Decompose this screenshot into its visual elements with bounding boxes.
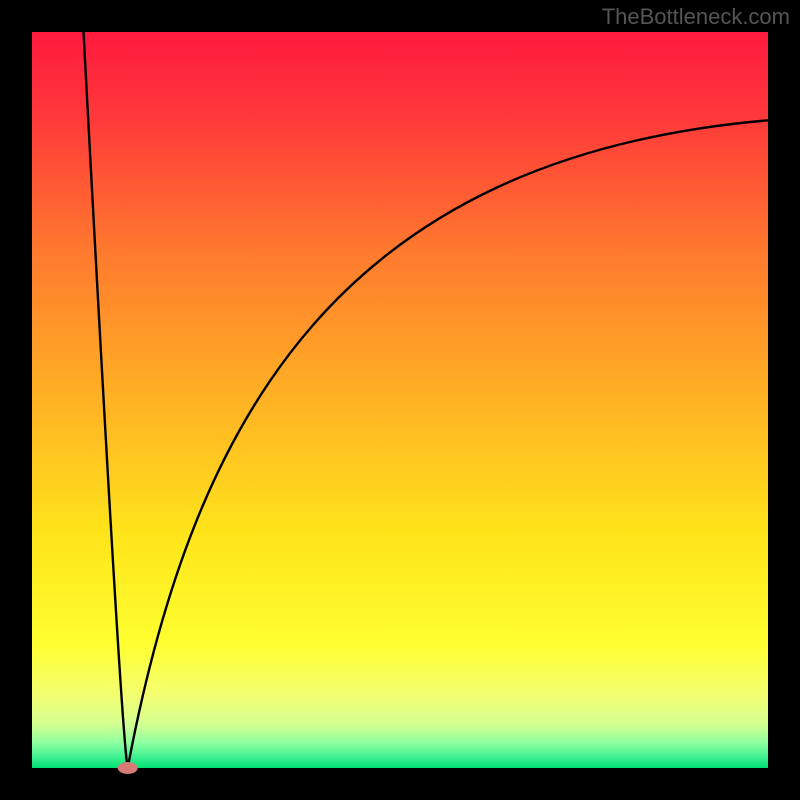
minimum-marker: [118, 762, 138, 774]
chart-svg: [0, 0, 800, 800]
bottleneck-chart: TheBottleneck.com: [0, 0, 800, 800]
attribution-text: TheBottleneck.com: [602, 4, 790, 30]
plot-background: [32, 32, 768, 768]
